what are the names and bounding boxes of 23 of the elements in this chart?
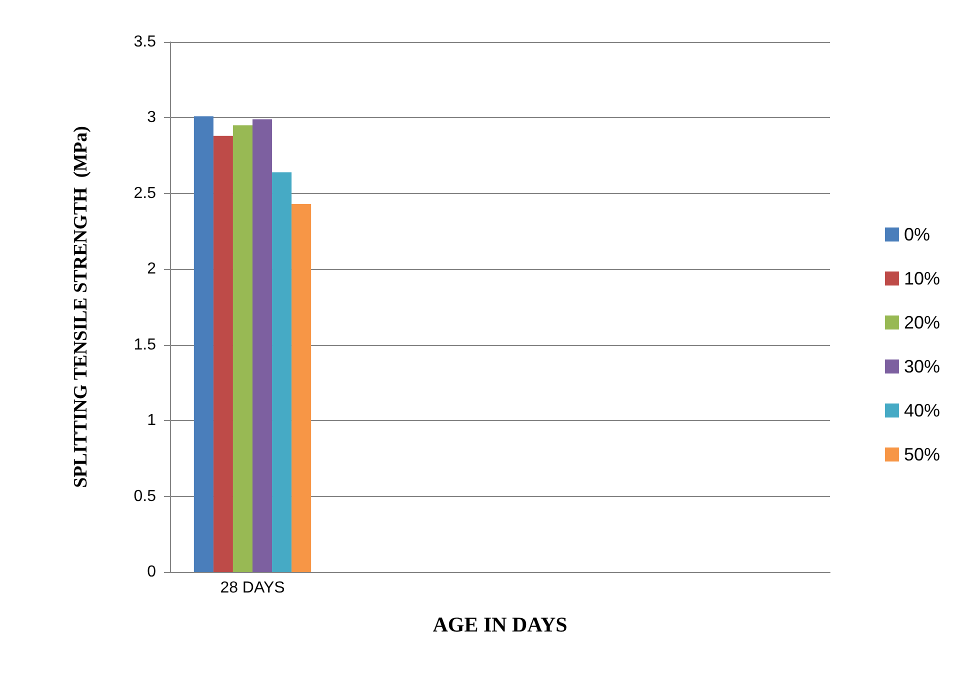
y-tick-label: 1.5 [134, 336, 156, 354]
legend-label: 0% [904, 224, 930, 244]
x-axis-title: AGE IN DAYS [432, 612, 568, 636]
legend-label: 20% [904, 312, 940, 332]
y-tick-label: 3 [147, 109, 156, 126]
y-tick-label: 3.5 [134, 34, 156, 50]
legend-label: 40% [904, 400, 940, 420]
bar [213, 136, 233, 572]
bar [252, 119, 272, 572]
legend-label: 10% [904, 268, 940, 288]
x-tick-label: 28 DAYS [220, 580, 285, 596]
y-tick-label: 0.5 [134, 488, 156, 505]
y-tick-label: 2 [147, 260, 156, 278]
y-tick-label: 2.5 [134, 184, 156, 202]
bar [232, 125, 252, 572]
legend-label: 30% [904, 356, 940, 376]
y-tick-label: 1 [147, 412, 156, 430]
y-tick-label: 0 [147, 564, 156, 580]
bar [292, 204, 312, 572]
legend-label: 50% [904, 444, 940, 464]
bar [272, 172, 292, 572]
y-axis-title: SPLITTING TENSILE STRENGTH (MPa) [70, 126, 92, 488]
bar [194, 116, 214, 572]
